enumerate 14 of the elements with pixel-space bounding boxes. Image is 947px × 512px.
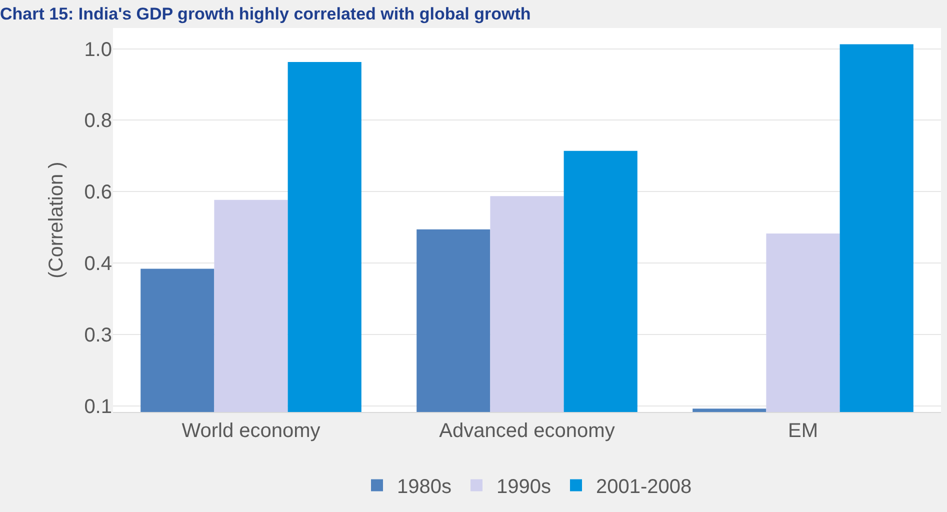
- x-tick-label: World economy: [182, 420, 320, 442]
- y-tick-label: 1.0: [84, 38, 112, 61]
- legend-label: 1990s: [496, 476, 551, 498]
- legend-label: 1980s: [397, 476, 452, 498]
- x-tick-label: EM: [788, 420, 818, 442]
- x-tick-label: Advanced economy: [439, 420, 615, 442]
- y-tick-label: 0.6: [84, 182, 112, 204]
- y-tick-label: 0.4: [84, 252, 112, 275]
- y-tick-label: 0.8: [84, 110, 112, 132]
- chart-title: Chart 15: India's GDP growth highly correlated with global growth: [0, 4, 531, 24]
- legend-label: 2001-2008: [596, 476, 692, 498]
- y-axis-title: (Correlation ): [46, 162, 68, 278]
- y-tick-label: 0.3: [84, 324, 112, 346]
- y-tick-label: 0.1: [84, 396, 112, 418]
